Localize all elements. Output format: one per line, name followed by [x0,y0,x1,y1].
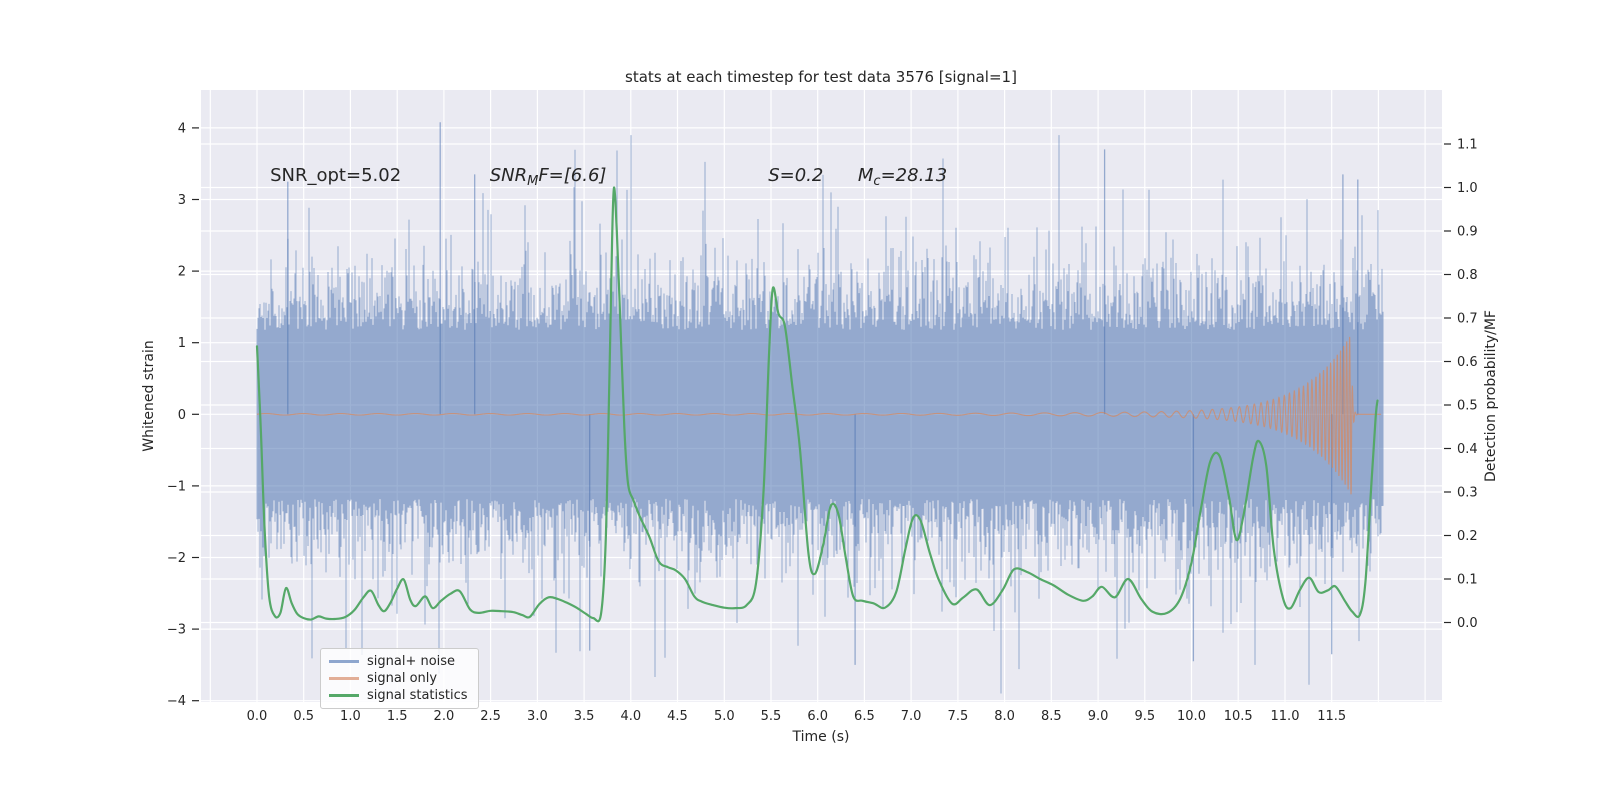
legend-item-signal-statistics: signal statistics [329,687,468,704]
y-axis-label-left: Whitened strain [141,340,157,451]
x-tick-label: 6.5 [854,709,875,724]
x-tick-label: 7.0 [901,709,922,724]
x-tick-label: 2.5 [480,709,501,724]
noise-path [256,135,1384,694]
y-axis-label-right: Detection probability/MF [1483,310,1499,482]
signal-plus-noise-swatch [329,660,359,663]
legend-item-signal-plus-noise: signal+ noise [329,653,468,670]
x-tick-label: 5.0 [714,709,735,724]
x-tick-label: 7.5 [948,709,969,724]
annotation-s-value: S=0.2 [768,165,823,186]
y-tick-label-left: 0 [178,408,186,423]
y-tick-label-left: −3 [167,623,186,638]
x-tick-label: 1.0 [340,709,361,724]
annotation-snr-mf: SNRM​F=[6.6] [490,165,607,189]
y-tick-label-right: 1.0 [1457,181,1478,196]
x-tick-label: 11.0 [1271,709,1300,724]
x-tick-label: 10.0 [1177,709,1206,724]
annotation-snr-opt: SNR_opt=5.02 [270,165,401,186]
x-axis-label: Time (s) [792,729,850,745]
x-tick-label: 5.5 [761,709,782,724]
y-tick-label-left: −4 [167,694,186,709]
y-tick-label-right: 0.3 [1457,486,1478,501]
x-tick-label: 1.5 [387,709,408,724]
annotation-chirp-mass: Mc​=28.13 [858,165,947,189]
legend-label: signal+ noise [367,654,456,669]
x-tick-label: 11.5 [1317,709,1346,724]
y-tick-label-right: 0.4 [1457,442,1478,457]
x-tick-label: 4.0 [620,709,641,724]
y-tick-label-right: 0.6 [1457,355,1478,370]
x-tick-label: 3.0 [527,709,548,724]
y-tick-label-left: 2 [178,265,186,280]
y-tick-label-right: 0.9 [1457,225,1478,240]
x-tick-label: 10.5 [1224,709,1253,724]
signal-only-series [256,336,1382,495]
y-tick-label-right: 0.5 [1457,399,1478,414]
x-tick-label: 4.5 [667,709,688,724]
x-tick-label: 8.5 [1041,709,1062,724]
x-tick-label: 0.0 [247,709,268,724]
signal-statistics-swatch [329,694,359,697]
x-tick-label: 0.5 [293,709,314,724]
y-tick-label-right: 0.7 [1457,312,1478,327]
x-tick-label: 6.0 [807,709,828,724]
x-tick-label: 2.0 [434,709,455,724]
y-tick-label-left: 3 [178,193,186,208]
x-tick-label: 8.0 [994,709,1015,724]
signal-plus-noise-series [256,122,1384,694]
legend-label: signal statistics [367,688,468,703]
chart-title: stats at each timestep for test data 357… [625,68,1017,86]
y-tick-label-right: 0.0 [1457,616,1478,631]
x-tick-label: 3.5 [574,709,595,724]
y-tick-label-right: 0.1 [1457,573,1478,588]
y-tick-label-right: 1.1 [1457,138,1478,153]
axis-ticks: 0.0 0.5 1.0 1.5 2.0 2.5 3.0 3.5 4.0 4.5 5.0 5.5 6.0 6… [167,121,1478,724]
y-tick-label-right: 0.2 [1457,529,1478,544]
signal-statistics-path [255,186,1379,623]
y-tick-label-left: 1 [178,336,186,351]
y-tick-label-left: −1 [167,479,186,494]
annotations: SNR_opt=5.02 SNRM​F=[6.6] S=0.2 Mc​=28.13 [270,165,947,189]
y-tick-label-left: −2 [167,551,186,566]
signal-statistics-series [255,186,1379,623]
x-tick-label: 9.5 [1134,709,1155,724]
y-tick-label-right: 0.8 [1457,268,1478,283]
x-tick-label: 9.0 [1088,709,1109,724]
y-tick-label-left: 4 [178,121,186,136]
signal-only-path [256,336,1382,495]
noise-spikes-path [287,122,1359,665]
legend: signal+ noise signal only signal statist… [320,648,479,709]
legend-item-signal-only: signal only [329,670,468,687]
signal-only-swatch [329,677,359,680]
legend-label: signal only [367,671,438,686]
